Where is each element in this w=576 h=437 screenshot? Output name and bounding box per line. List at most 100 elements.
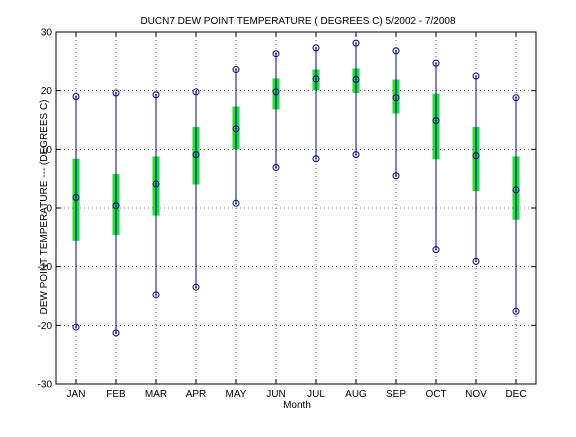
- max-marker: [312, 44, 320, 52]
- min-marker-dot: [395, 174, 397, 177]
- min-marker: [472, 257, 480, 265]
- max-marker-dot: [155, 93, 157, 96]
- min-marker-dot: [275, 166, 277, 169]
- x-tick-label: NOV: [465, 389, 487, 400]
- min-marker-dot: [515, 310, 517, 313]
- min-marker-dot: [235, 202, 237, 205]
- max-marker-dot: [515, 96, 517, 99]
- min-marker-dot: [315, 157, 317, 160]
- median-marker-dot: [515, 188, 517, 191]
- y-tick-label: -10: [38, 262, 53, 273]
- median-marker: [272, 88, 280, 96]
- min-marker-dot: [75, 326, 77, 328]
- max-marker-dot: [75, 95, 77, 98]
- max-marker: [232, 66, 240, 74]
- median-marker: [432, 117, 440, 125]
- max-marker-dot: [195, 90, 197, 93]
- x-tick-label: FEB: [106, 389, 126, 400]
- month-group-aug: [352, 39, 360, 159]
- x-tick-label: MAY: [226, 389, 247, 400]
- min-marker: [192, 283, 200, 291]
- min-marker: [312, 155, 320, 163]
- max-marker: [72, 93, 80, 101]
- min-marker: [392, 172, 400, 180]
- max-marker-dot: [355, 42, 357, 45]
- y-tick-label: -20: [38, 321, 53, 332]
- min-marker-dot: [435, 248, 437, 251]
- y-tick-label: -30: [38, 380, 53, 391]
- min-marker-dot: [115, 332, 117, 334]
- month-group-may: [232, 66, 240, 207]
- x-tick-label: APR: [186, 389, 207, 400]
- min-marker: [432, 246, 440, 254]
- max-marker-dot: [115, 92, 117, 94]
- min-marker: [352, 151, 360, 159]
- tick-layer: -30 -20 -10 0 10 20 30 JAN FEB MAR APR MAY JUN JUL AUG…: [38, 28, 536, 400]
- x-tick-label: SEP: [386, 389, 406, 400]
- month-group-jun: [272, 50, 280, 172]
- min-marker: [112, 329, 120, 337]
- x-tick-label: JUN: [266, 389, 285, 400]
- min-marker-dot: [475, 260, 477, 263]
- median-marker-dot: [275, 90, 277, 93]
- y-axis-label: DEW POINT TEMPERATURE --- (DEGREES C): [39, 99, 50, 314]
- max-marker-dot: [435, 62, 437, 64]
- max-marker: [432, 59, 440, 67]
- x-tick-label: JAN: [67, 389, 86, 400]
- min-marker-dot: [155, 293, 157, 296]
- max-marker: [112, 89, 120, 97]
- series-layer: [72, 39, 520, 337]
- max-marker: [352, 39, 360, 47]
- median-marker: [472, 152, 480, 160]
- min-marker: [272, 164, 280, 172]
- chart-title: DUCN7 DEW POINT TEMPERATURE ( DEGREES C)…: [140, 16, 456, 27]
- median-marker-dot: [435, 119, 437, 122]
- median-marker-dot: [155, 183, 157, 185]
- min-marker-dot: [195, 286, 197, 289]
- x-tick-label: OCT: [425, 389, 446, 400]
- min-marker: [72, 323, 80, 331]
- median-marker: [192, 151, 200, 159]
- max-marker-dot: [395, 49, 397, 52]
- median-marker-dot: [395, 96, 397, 99]
- month-group-apr: [192, 88, 200, 291]
- min-marker: [152, 291, 160, 299]
- median-marker-dot: [235, 127, 237, 130]
- max-marker: [472, 72, 480, 80]
- month-group-jul: [312, 44, 320, 163]
- month-group-nov: [472, 72, 480, 265]
- median-marker: [392, 94, 400, 102]
- max-marker-dot: [235, 68, 237, 71]
- month-group-dec: [512, 94, 520, 315]
- median-marker: [112, 202, 120, 210]
- median-marker: [512, 186, 520, 194]
- max-marker-dot: [475, 75, 477, 77]
- median-marker: [72, 193, 80, 201]
- y-tick-label: 10: [41, 145, 53, 156]
- median-marker-dot: [355, 78, 357, 81]
- min-marker-dot: [355, 153, 357, 156]
- x-tick-label: AUG: [345, 389, 367, 400]
- median-marker-dot: [115, 204, 117, 207]
- y-tick-label: 20: [41, 86, 53, 97]
- median-marker: [352, 76, 360, 84]
- x-tick-label: DEC: [505, 389, 526, 400]
- median-marker-dot: [75, 196, 77, 199]
- max-marker: [272, 50, 280, 58]
- max-marker: [192, 88, 200, 96]
- month-group-oct: [432, 59, 440, 254]
- x-tick-label: MAR: [145, 389, 167, 400]
- month-group-mar: [152, 91, 160, 299]
- y-tick-label: 30: [41, 28, 53, 39]
- max-marker: [512, 94, 520, 102]
- median-marker-dot: [195, 153, 197, 156]
- median-marker: [152, 180, 160, 188]
- min-marker: [512, 307, 520, 315]
- month-group-sep: [392, 47, 400, 180]
- max-marker: [152, 91, 160, 99]
- x-tick-label: JUL: [307, 389, 325, 400]
- min-marker: [232, 199, 240, 207]
- median-marker-dot: [315, 78, 317, 80]
